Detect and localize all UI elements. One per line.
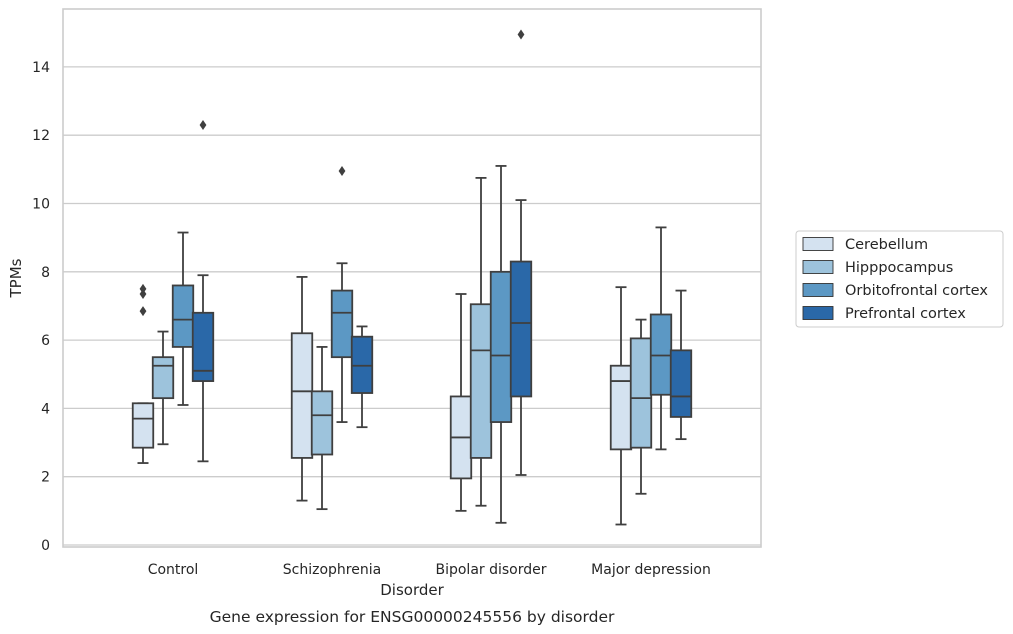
- x-ticks: Control Schizophrenia Bipolar disorder Majo…: [148, 562, 711, 578]
- box-iqr: [489, 270, 513, 423]
- legend-label: Prefrontal cortex: [845, 306, 966, 322]
- box-iqr: [629, 337, 653, 449]
- box-iqr: [609, 364, 633, 451]
- box-iqr: [131, 402, 155, 449]
- outlier-point: [517, 29, 525, 40]
- x-tick-label: Schizophrenia: [283, 562, 381, 578]
- box-group: [609, 286, 633, 526]
- legend-label: Orbitofrontal cortex: [845, 283, 988, 299]
- x-tick-label: Bipolar disorder: [435, 562, 546, 578]
- box-group: [191, 119, 215, 463]
- y-tick-label: 12: [32, 128, 50, 144]
- legend-label: Hipppocampus: [845, 260, 953, 276]
- box-group: [330, 166, 354, 423]
- y-tick-label: 6: [41, 333, 50, 349]
- legend-label: Cerebellum: [845, 237, 928, 253]
- legend: Cerebellum Hipppocampus Orbitofrontal cort…: [795, 230, 1004, 328]
- box-iqr: [330, 289, 354, 359]
- y-tick-label: 14: [32, 60, 50, 76]
- box-iqr: [310, 390, 334, 456]
- legend-swatch: [802, 306, 834, 320]
- box-group: [669, 289, 693, 441]
- legend-frame: [795, 230, 1004, 328]
- box-group: [310, 346, 334, 511]
- y-tick-label: 8: [41, 265, 50, 281]
- box-group: [449, 293, 473, 512]
- box-group: [131, 283, 155, 464]
- box-group: [171, 231, 195, 406]
- outlier-point: [139, 288, 147, 299]
- box-iqr: [171, 284, 195, 348]
- y-tick-label: 0: [41, 538, 50, 554]
- x-tick-label: Major depression: [591, 562, 711, 578]
- legend-swatch: [802, 260, 834, 274]
- box-group: [489, 165, 513, 524]
- box-iqr: [469, 303, 493, 459]
- plot-background: [63, 9, 761, 547]
- y-ticks: 0 2 4 6 8 10 12 14: [32, 60, 50, 554]
- y-axis-label: TPMs: [7, 258, 25, 298]
- box-iqr: [290, 332, 314, 459]
- legend-swatch: [802, 237, 834, 251]
- box-iqr: [191, 311, 215, 382]
- box-group: [629, 318, 653, 495]
- y-tick-label: 4: [41, 401, 50, 417]
- outlier-point: [139, 306, 147, 317]
- boxes-layer: [131, 29, 693, 526]
- box-iqr: [509, 260, 533, 398]
- box-iqr: [669, 349, 693, 418]
- outlier-point: [338, 166, 346, 177]
- outlier-point: [199, 119, 207, 130]
- outlier-point: [139, 283, 147, 294]
- y-tick-label: 10: [32, 197, 50, 213]
- box-group: [350, 325, 374, 429]
- box-group: [151, 330, 175, 446]
- legend-swatch: [802, 283, 834, 297]
- box-iqr: [151, 356, 175, 400]
- plot-frame: [62, 8, 762, 548]
- x-axis-label: Disorder: [380, 581, 444, 599]
- box-group: [509, 29, 533, 476]
- x-tick-label: Control: [148, 562, 199, 578]
- chart-caption: Gene expression for ENSG00000245556 by d…: [210, 608, 615, 626]
- y-tick-label: 2: [41, 470, 50, 486]
